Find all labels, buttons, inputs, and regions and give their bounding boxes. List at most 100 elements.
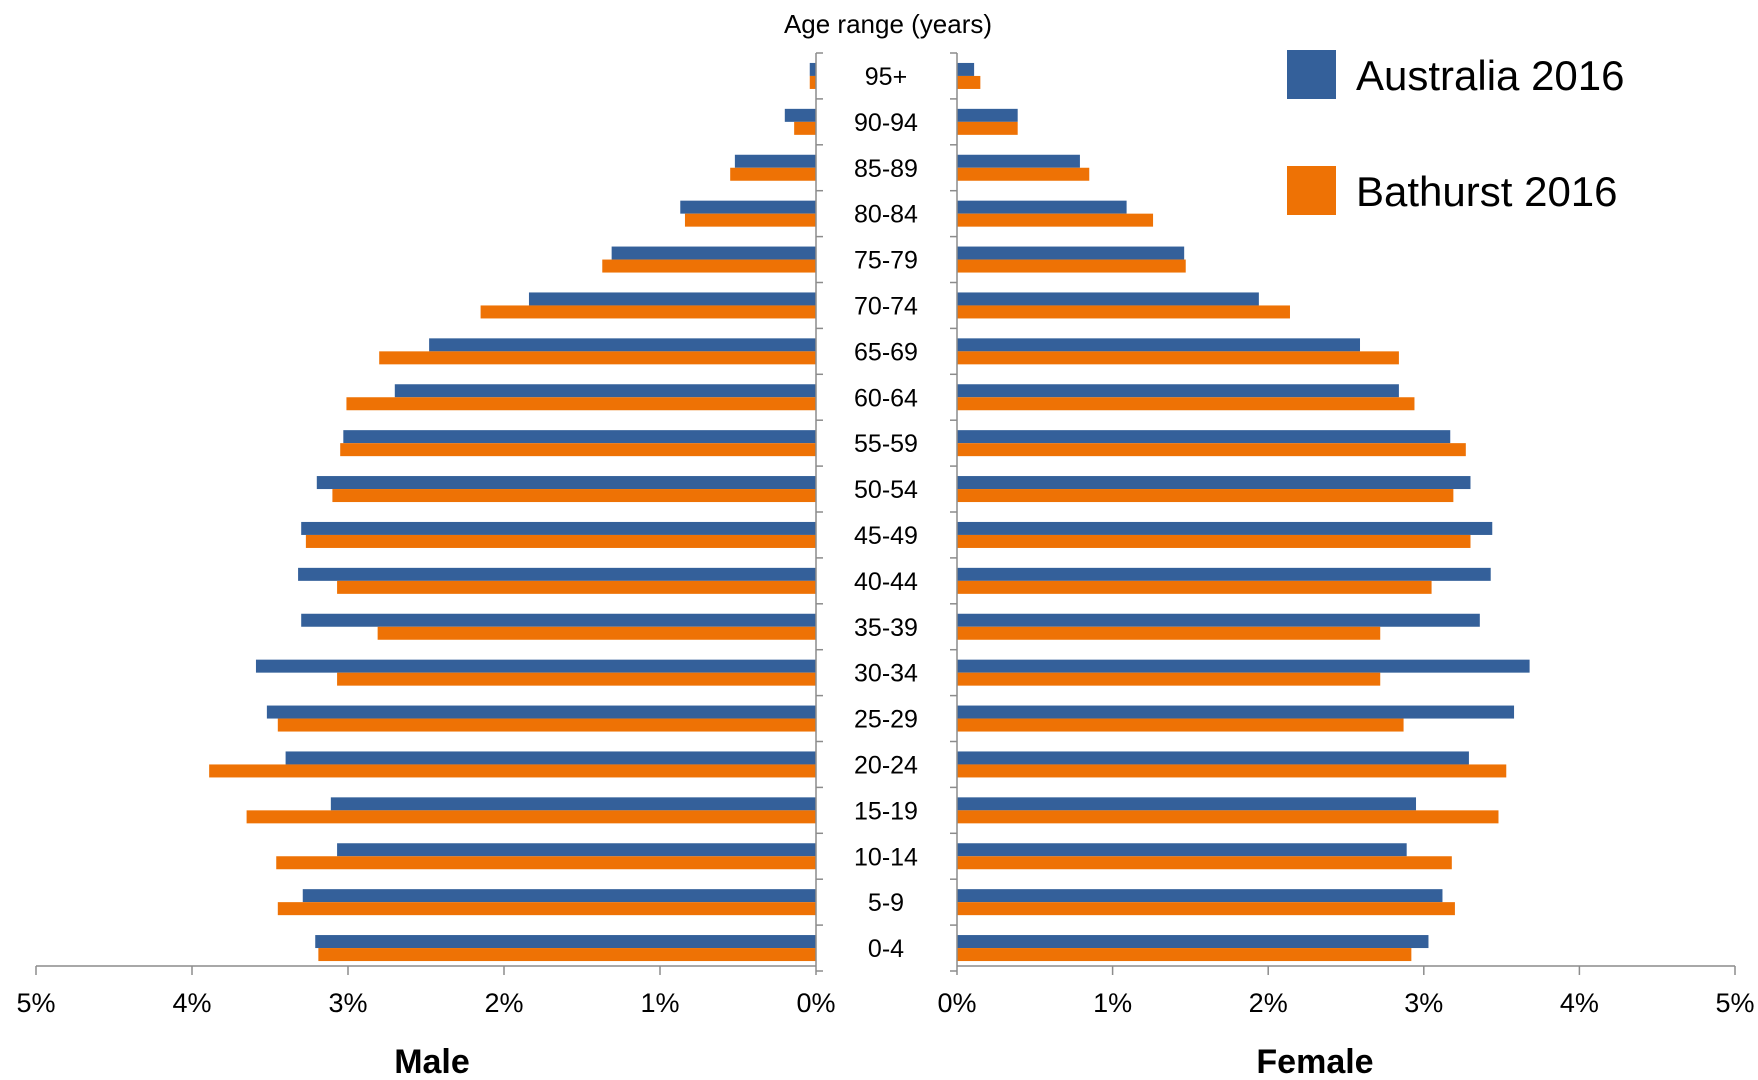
male-tick-label: 3% (328, 988, 367, 1018)
female-bar-australia-40-44 (957, 567, 1491, 581)
male-bar-bathurst-85-89 (730, 167, 816, 181)
female-bar-australia-0-4 (957, 935, 1429, 949)
female-bar-australia-55-59 (957, 430, 1451, 444)
female-tick-label: 1% (1093, 988, 1132, 1018)
male-bar-australia-90-94 (784, 108, 816, 122)
female-tick-label: 5% (1715, 988, 1754, 1018)
male-tick-label: 4% (172, 988, 211, 1018)
male-bar-bathurst-45-49 (305, 534, 816, 548)
male-bar-australia-20-24 (285, 751, 817, 765)
female-panel-label: Female (1256, 1043, 1373, 1080)
age-label-95+: 95+ (865, 63, 907, 91)
female-bar-australia-80-84 (957, 200, 1127, 214)
female-bar-bathurst-45-49 (957, 534, 1471, 548)
male-bar-bathurst-20-24 (209, 764, 816, 778)
male-bar-bathurst-60-64 (346, 397, 816, 411)
male-bar-australia-40-44 (298, 567, 817, 581)
female-tick-label: 2% (1249, 988, 1288, 1018)
chart-title: Age range (years) (784, 9, 992, 39)
female-bar-bathurst-60-64 (957, 397, 1415, 411)
female-bar-bathurst-15-19 (957, 810, 1499, 824)
male-bar-bathurst-10-14 (276, 856, 816, 870)
female-bar-bathurst-40-44 (957, 580, 1432, 594)
age-label-40-44: 40-44 (854, 568, 918, 596)
age-label-30-34: 30-34 (854, 660, 918, 688)
female-bar-bathurst-90-94 (957, 121, 1018, 135)
female-bar-bathurst-95+ (957, 75, 981, 89)
female-bar-australia-30-34 (957, 659, 1530, 673)
male-bar-australia-75-79 (611, 246, 816, 260)
male-bar-bathurst-50-54 (332, 489, 816, 503)
male-bar-australia-25-29 (266, 705, 816, 719)
female-bar-australia-65-69 (957, 338, 1361, 352)
age-label-25-29: 25-29 (854, 706, 918, 734)
female-bar-australia-5-9 (957, 889, 1443, 903)
female-bar-australia-25-29 (957, 705, 1515, 719)
female-bar-bathurst-10-14 (957, 856, 1452, 870)
age-label-35-39: 35-39 (854, 614, 918, 642)
male-bar-bathurst-15-19 (246, 810, 817, 824)
legend: Australia 2016 Bathurst 2016 (1287, 50, 1625, 215)
female-bar-australia-70-74 (957, 292, 1259, 306)
age-label-70-74: 70-74 (854, 292, 918, 320)
female-bar-australia-85-89 (957, 154, 1080, 168)
female-bar-australia-45-49 (957, 521, 1493, 535)
bars-group (209, 62, 1530, 962)
male-bar-australia-50-54 (316, 476, 816, 490)
male-bar-australia-10-14 (337, 843, 816, 857)
male-bar-bathurst-75-79 (602, 259, 816, 273)
age-range-labels: 95+ 90-94 85-89 80-84 75-79 70-74 65-69 60-64 55… (854, 63, 918, 963)
male-bar-bathurst-35-39 (377, 626, 816, 640)
female-bar-bathurst-35-39 (957, 626, 1381, 640)
male-tick-label: 2% (484, 988, 523, 1018)
male-bar-bathurst-70-74 (480, 305, 816, 319)
male-bar-bathurst-5-9 (277, 902, 816, 916)
male-bar-australia-85-89 (734, 154, 816, 168)
male-bar-bathurst-25-29 (277, 718, 816, 732)
female-bar-bathurst-75-79 (957, 259, 1186, 273)
male-bar-bathurst-55-59 (340, 443, 816, 457)
male-bar-australia-60-64 (394, 384, 816, 398)
age-label-5-9: 5-9 (868, 889, 904, 917)
legend-label-bathurst: Bathurst 2016 (1356, 168, 1618, 215)
male-bar-bathurst-90-94 (794, 121, 816, 135)
age-label-55-59: 55-59 (854, 430, 918, 458)
age-label-50-54: 50-54 (854, 476, 918, 504)
female-bar-bathurst-30-34 (957, 672, 1381, 686)
female-bar-australia-10-14 (957, 843, 1407, 857)
female-bar-australia-60-64 (957, 384, 1399, 398)
male-bar-bathurst-80-84 (684, 213, 816, 227)
female-tick-label: 4% (1560, 988, 1599, 1018)
male-panel-label: Male (394, 1043, 470, 1080)
age-label-75-79: 75-79 (854, 247, 918, 275)
age-label-15-19: 15-19 (854, 797, 918, 825)
age-label-10-14: 10-14 (854, 843, 918, 871)
male-bar-australia-15-19 (330, 797, 816, 811)
male-tick-label: 1% (640, 988, 679, 1018)
female-bar-bathurst-70-74 (957, 305, 1290, 319)
female-bar-australia-50-54 (957, 476, 1471, 490)
male-bar-australia-55-59 (343, 430, 816, 444)
female-tick-label: 3% (1404, 988, 1443, 1018)
female-bar-australia-15-19 (957, 797, 1417, 811)
female-bar-bathurst-55-59 (957, 443, 1466, 457)
female-bar-bathurst-5-9 (957, 902, 1455, 916)
female-bar-australia-95+ (957, 62, 975, 76)
male-bar-bathurst-40-44 (337, 580, 816, 594)
female-bar-bathurst-25-29 (957, 718, 1404, 732)
male-bar-australia-65-69 (429, 338, 816, 352)
female-tick-label: 0% (937, 988, 976, 1018)
male-bar-bathurst-65-69 (379, 351, 816, 365)
male-bar-bathurst-30-34 (337, 672, 816, 686)
age-label-45-49: 45-49 (854, 522, 918, 550)
male-bar-australia-35-39 (301, 613, 816, 627)
age-label-80-84: 80-84 (854, 201, 918, 229)
male-bar-australia-80-84 (680, 200, 816, 214)
female-bar-bathurst-65-69 (957, 351, 1399, 365)
male-tick-label: 0% (796, 988, 835, 1018)
male-bar-australia-0-4 (315, 935, 816, 949)
female-bar-bathurst-85-89 (957, 167, 1090, 181)
legend-swatch-bathurst (1287, 166, 1336, 215)
female-bar-australia-35-39 (957, 613, 1480, 627)
